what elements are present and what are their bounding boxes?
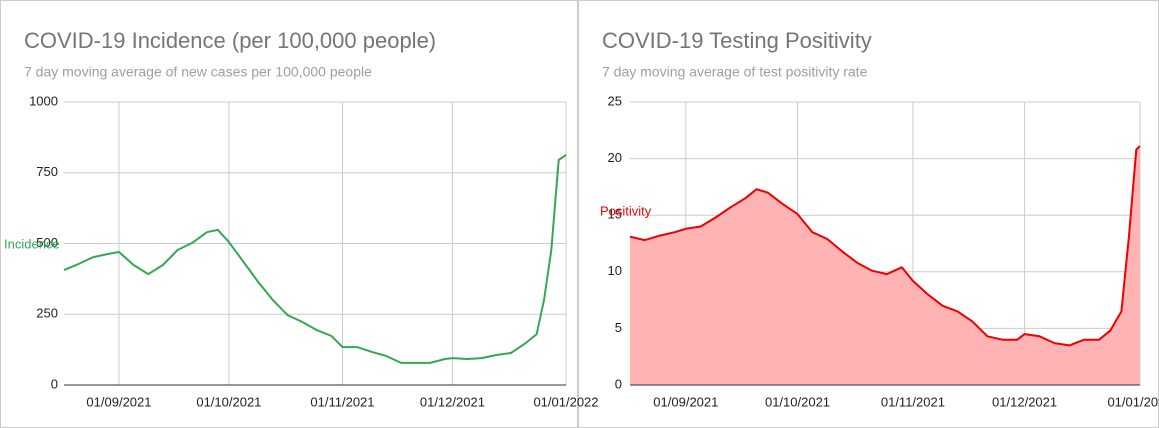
panel (0, 0, 578, 428)
series-label: Positivity (600, 203, 652, 218)
series-label: Incidence (4, 236, 60, 251)
y-tick-label: 5 (615, 320, 622, 335)
y-tick-label: 0 (51, 376, 58, 391)
x-tick-label: 01/09/2021 (86, 394, 151, 409)
chart-title: COVID-19 Testing Positivity (602, 28, 872, 53)
chart-title: COVID-19 Incidence (per 100,000 people) (24, 28, 436, 53)
x-tick-label: 01/12/2021 (420, 394, 485, 409)
y-tick-label: 25 (608, 93, 622, 108)
area (630, 146, 1140, 385)
y-tick-label: 10 (608, 263, 622, 278)
x-tick-label: 01/10/2021 (765, 394, 830, 409)
y-tick-label: 250 (36, 306, 58, 321)
chart-subtitle: 7 day moving average of test positivity … (602, 64, 868, 80)
x-tick-label: 01/01/2022 (533, 394, 598, 409)
x-tick-label: 01/10/2021 (196, 394, 261, 409)
y-tick-label: 20 (608, 150, 622, 165)
x-tick-label: 01/09/2021 (653, 394, 718, 409)
chart-subtitle: 7 day moving average of new cases per 10… (24, 64, 372, 80)
y-tick-label: 750 (36, 164, 58, 179)
y-tick-label: 15 (608, 207, 622, 222)
line (629, 145, 1141, 347)
x-tick-label: 01/11/2021 (310, 394, 374, 409)
y-tick-label: 1000 (29, 93, 58, 108)
y-tick-label: 0 (615, 376, 622, 391)
line (63, 154, 567, 364)
y-tick-label: 500 (36, 235, 58, 250)
x-tick-label: 01/01/2022 (1107, 394, 1159, 409)
x-tick-label: 01/11/2021 (881, 394, 945, 409)
x-tick-label: 01/12/2021 (992, 394, 1057, 409)
